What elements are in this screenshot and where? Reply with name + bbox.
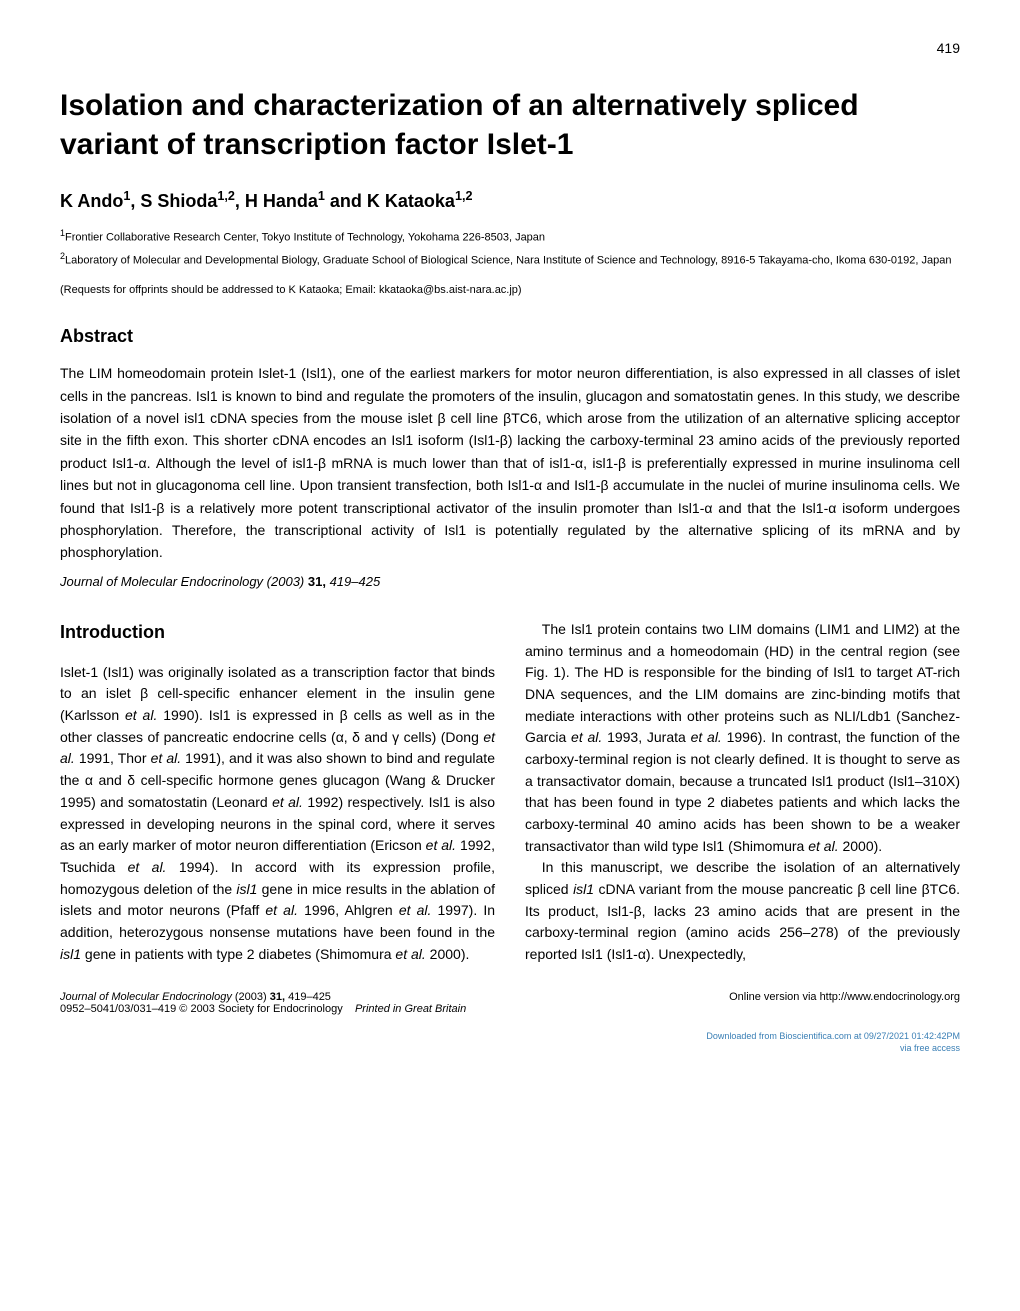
download-line2: via free access (60, 1042, 960, 1055)
intro-paragraph-1: Islet-1 (Isl1) was originally isolated a… (60, 662, 495, 966)
footer-printed: Printed in Great Britain (355, 1003, 466, 1015)
abstract-heading: Abstract (60, 326, 960, 347)
authors: K Ando1, S Shioda1,2, H Handa1 and K Kat… (60, 189, 960, 212)
introduction-heading: Introduction (60, 619, 495, 647)
correspondence: (Requests for offprints should be addres… (60, 284, 960, 296)
footer-right: Online version via http://www.endocrinol… (729, 991, 960, 1015)
affiliation-1: 1Frontier Collaborative Research Center,… (60, 227, 960, 246)
footer-left: Journal of Molecular Endocrinology (2003… (60, 991, 466, 1015)
column-right: The Isl1 protein contains two LIM domain… (525, 619, 960, 966)
download-notice: Downloaded from Bioscientifica.com at 09… (60, 1030, 960, 1055)
intro-paragraph-3: In this manuscript, we describe the isol… (525, 857, 960, 965)
footer: Journal of Molecular Endocrinology (2003… (60, 991, 960, 1015)
intro-paragraph-2: The Isl1 protein contains two LIM domain… (525, 619, 960, 858)
two-column-layout: Introduction Islet-1 (Isl1) was original… (60, 619, 960, 966)
download-line1: Downloaded from Bioscientifica.com at 09… (60, 1030, 960, 1043)
journal-citation: Journal of Molecular Endocrinology (2003… (60, 574, 960, 589)
column-left: Introduction Islet-1 (Isl1) was original… (60, 619, 495, 966)
article-title: Isolation and characterization of an alt… (60, 86, 960, 164)
abstract-text: The LIM homeodomain protein Islet-1 (Isl… (60, 362, 960, 564)
page-number: 419 (60, 40, 960, 56)
footer-copyright: 0952–5041/03/031–419 © 2003 Society for … (60, 1003, 343, 1015)
footer-journal: Journal of Molecular Endocrinology (2003… (60, 991, 466, 1003)
affiliation-2: 2Laboratory of Molecular and Development… (60, 250, 960, 269)
